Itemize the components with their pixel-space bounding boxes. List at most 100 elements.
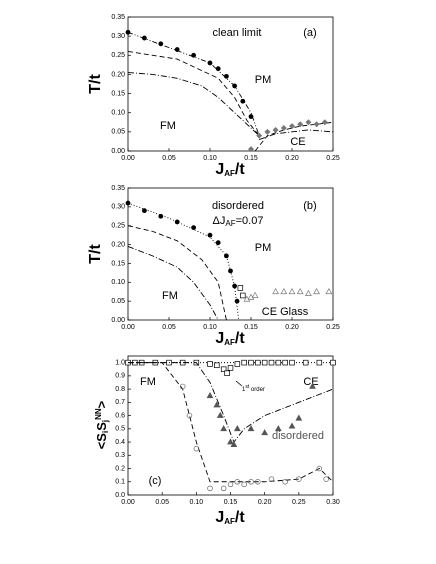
y-tick-label: 0.1 [115,479,125,486]
point [255,479,261,485]
point [302,359,309,366]
point [296,287,304,295]
x-axis-label: JAF/t [215,509,245,526]
point [234,479,241,485]
point [321,119,328,126]
point [215,240,221,246]
point [268,359,275,366]
point [193,445,200,452]
point [234,361,241,367]
curve [127,225,227,321]
x-tick-label: 0.15 [244,155,258,162]
point [214,362,220,369]
point [330,359,336,366]
point [220,485,227,492]
point [289,123,295,130]
point [191,225,197,231]
point [207,60,213,66]
y-axis-label: T/t [87,74,104,94]
point [247,425,255,432]
panel-label: (c) [149,475,162,487]
x-tick-label: 0.25 [326,324,340,331]
x-tick-label: 0.15 [244,324,258,331]
point [289,359,295,366]
x-tick-label: 0.10 [203,155,217,162]
annotation: CE Glass [262,306,309,318]
point [313,121,320,128]
point [248,114,254,119]
y-tick-label: 0.05 [111,129,125,136]
annotation: CE [303,376,318,388]
annotation: PM [255,74,272,86]
point [248,146,254,153]
annotation: FM [140,376,156,388]
curve [127,31,260,136]
annotation: disordered [272,430,324,442]
point [295,414,303,421]
point [325,287,333,295]
x-tick-label: 0.20 [285,324,299,331]
point [207,232,213,238]
y-tick-label: 0.25 [111,52,125,59]
point [234,298,240,304]
point [142,208,147,214]
y-tick-label: 0.20 [111,71,125,78]
point [233,425,241,432]
x-tick-label: 0.05 [155,499,169,506]
y-tick-label: 0.35 [111,14,125,21]
x-tick-label: 0.20 [285,155,299,162]
annotation: ΔJAF=0.07 [213,215,264,228]
point [174,219,180,225]
point [158,41,164,47]
point [296,476,302,482]
point [255,359,261,366]
point [174,47,180,52]
point [213,401,221,408]
annotation: 1st order [242,384,265,392]
point [297,121,304,128]
y-tick-label: 0.4 [115,439,125,446]
y-tick-label: 0.7 [115,399,125,406]
point [275,359,282,366]
point [272,287,279,295]
point [288,422,296,429]
x-tick-label: 0.00 [121,499,135,506]
annotation: clean limit [213,27,262,39]
curve [127,72,260,137]
y-tick-label: 0.9 [115,373,125,380]
point [186,412,193,419]
y-tick-label: 0.20 [111,241,125,248]
point [309,382,316,389]
y-axis-label: T/t [87,244,104,264]
curve [127,246,219,321]
y-tick-label: 0.35 [111,185,125,192]
plot-frame [127,16,334,152]
point [191,52,197,58]
x-tick-label: 0.00 [121,155,135,162]
x-tick-label: 0.25 [292,499,306,506]
point [272,126,279,133]
point [274,425,282,432]
point [232,283,238,289]
panel-label: (b) [303,200,316,212]
y-tick-label: 0.00 [111,317,125,324]
point [241,359,247,366]
y-tick-label: 0.05 [111,298,125,305]
y-tick-label: 0.2 [115,465,125,472]
point [227,481,234,488]
point [240,292,246,299]
point [220,425,228,432]
point [142,35,147,41]
annotation: CE [290,136,305,148]
point [323,476,329,482]
point [282,359,288,366]
point [224,370,230,376]
y-tick-label: 0.25 [111,223,125,230]
point [230,440,238,448]
point [232,83,238,89]
point [158,213,164,219]
x-tick-label: 0.05 [162,324,176,331]
y-tick-label: 0.30 [111,33,125,40]
point [256,132,263,139]
